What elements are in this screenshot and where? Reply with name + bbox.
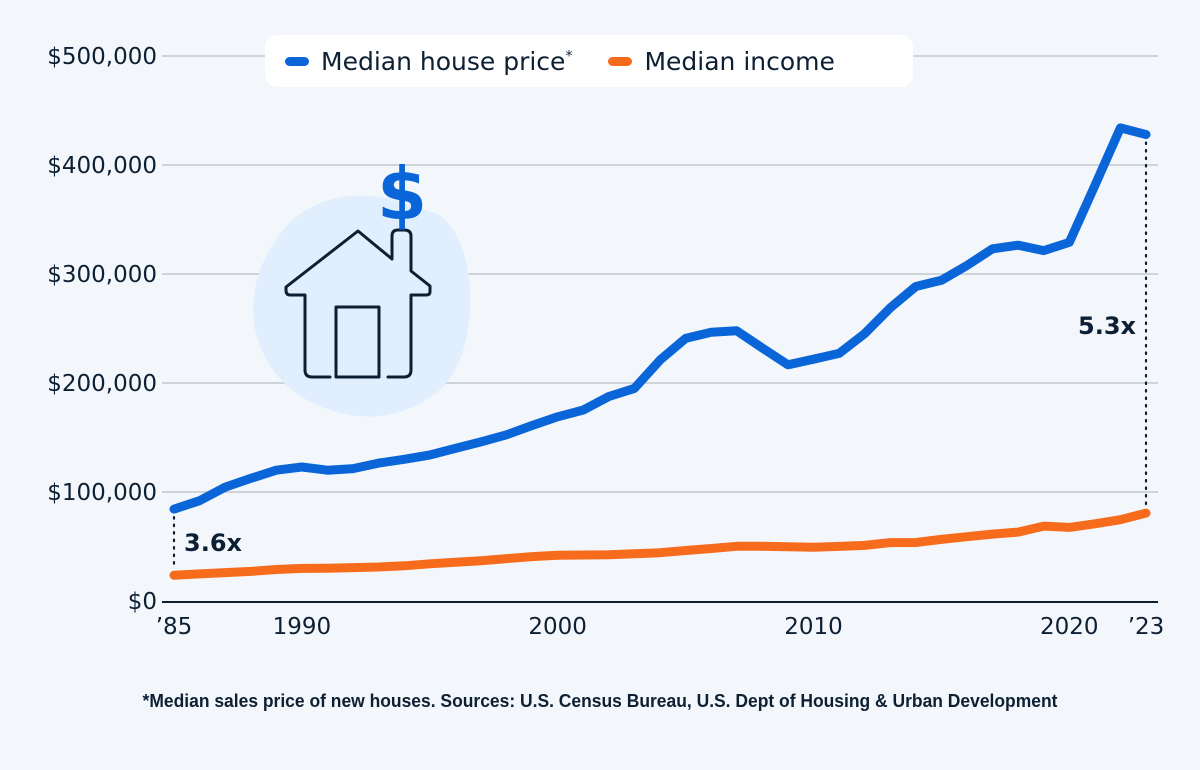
x-tick-label: 2000 bbox=[528, 614, 587, 640]
x-tick-label: ’85 bbox=[156, 614, 193, 640]
house-dollar-illustration: $ bbox=[253, 152, 470, 417]
series-line-median-income bbox=[169, 508, 1151, 580]
legend-label-income: Median income bbox=[644, 46, 835, 76]
y-tick-label: $200,000 bbox=[47, 371, 157, 397]
y-axis: $0 $100,000 $200,000 $300,000 $400,000 $500,0… bbox=[47, 44, 157, 615]
legend-asterisk: * bbox=[565, 48, 573, 65]
y-tick-label: $300,000 bbox=[47, 262, 157, 288]
x-tick-label: 2020 bbox=[1040, 614, 1099, 640]
ratio-label: 3.6x bbox=[184, 529, 243, 557]
y-tick-label: $400,000 bbox=[47, 153, 157, 179]
y-tick-label: $100,000 bbox=[47, 480, 157, 506]
y-tick-label: $500,000 bbox=[47, 44, 157, 70]
x-tick-label: 2010 bbox=[784, 614, 843, 640]
house-icon bbox=[284, 228, 432, 379]
legend-swatch-house-price bbox=[285, 56, 309, 66]
legend-label-house-price: Median house price bbox=[321, 46, 566, 76]
legend: Median house price* Median income bbox=[265, 35, 913, 87]
x-axis: ’85 1990 2000 2010 2020 ’23 bbox=[156, 614, 1165, 640]
x-tick-label: 1990 bbox=[273, 614, 332, 640]
legend-swatch-income bbox=[608, 56, 633, 66]
legend-item-income[interactable]: Median income bbox=[608, 46, 835, 76]
series-lines bbox=[169, 123, 1151, 580]
ratio-annotations: 3.6x 5.3x bbox=[172, 141, 1148, 569]
legend-item-house-price[interactable]: Median house price* bbox=[285, 47, 572, 76]
y-tick-label: $0 bbox=[128, 589, 157, 615]
x-tick-label: ’23 bbox=[1128, 614, 1165, 640]
footnote: *Median sales price of new houses. Sourc… bbox=[142, 691, 1058, 711]
dollar-icon: $ bbox=[377, 152, 427, 236]
ratio-label: 5.3x bbox=[1078, 312, 1137, 340]
